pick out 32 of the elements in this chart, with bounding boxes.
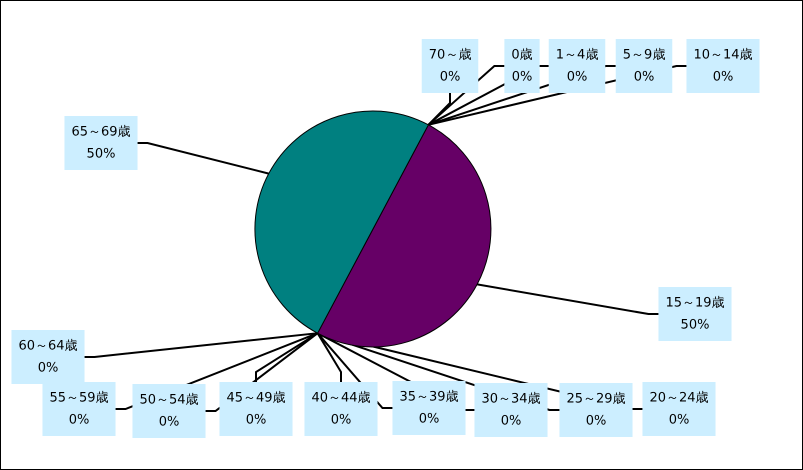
text: 0% xyxy=(246,412,266,428)
text: 0% xyxy=(500,414,522,428)
category-label: 60～64歳 xyxy=(18,338,78,354)
text: 0% xyxy=(668,412,690,428)
category-label: 55～59歳 xyxy=(49,390,109,406)
category-label: 50～54歳 xyxy=(139,392,199,408)
category-label: 20～24歳 xyxy=(649,390,709,406)
text: 0% xyxy=(158,414,180,430)
text: 0% xyxy=(38,360,58,376)
text: 0% xyxy=(586,414,606,428)
text: 0% xyxy=(712,70,734,84)
text: 0% xyxy=(512,70,532,84)
text: 0% xyxy=(418,412,440,426)
data-label: 50% xyxy=(680,318,710,332)
category-label: 30～34歳 xyxy=(481,392,541,406)
slice-label: 65～69歳 xyxy=(71,124,131,140)
text: 0% xyxy=(330,412,352,428)
category-label: 5～9歳 xyxy=(622,48,666,62)
category-label: 25～29歳 xyxy=(566,392,626,406)
category-label: 45～49歳 xyxy=(226,390,286,406)
category-label: 0歳 xyxy=(511,48,533,62)
text: 0% xyxy=(634,70,654,84)
text: 0% xyxy=(440,70,460,84)
slice-label: 15～19歳 xyxy=(665,296,725,310)
category-label: 10～14歳 xyxy=(693,48,753,62)
text: 0% xyxy=(68,412,90,428)
category-label: 40～44歳 xyxy=(311,390,371,406)
category-label: 35～39歳 xyxy=(399,390,459,404)
category-label: 70～歳 xyxy=(428,48,472,62)
category-label: 1～4歳 xyxy=(556,48,598,62)
text: 0% xyxy=(566,70,588,84)
data-label: 50% xyxy=(86,146,116,162)
